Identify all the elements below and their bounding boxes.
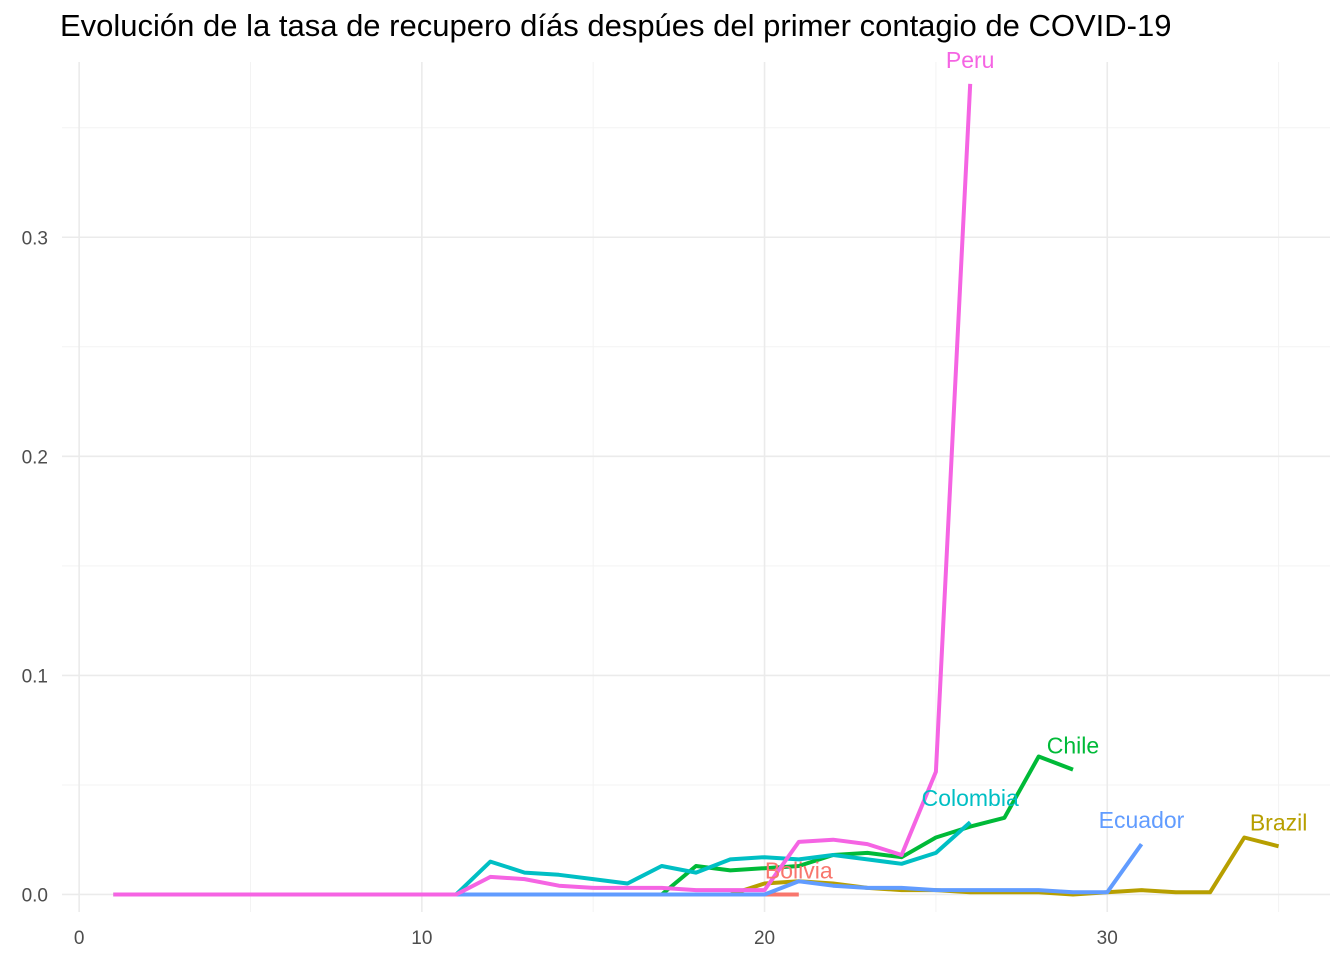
y-tick-label: 0.2	[22, 447, 48, 468]
axis-tick-labels: 0 10 20 30 0.0 0.1 0.2 0.3	[22, 228, 1118, 949]
y-tick-label: 0.1	[22, 666, 48, 687]
chart-title: Evolución de la tasa de recupero díás de…	[60, 8, 1172, 43]
x-tick-label: 30	[1097, 928, 1118, 949]
series-line-peru	[113, 83, 973, 897]
series-line-chile	[660, 754, 1074, 897]
series-label-peru: Peru	[946, 47, 995, 73]
grid	[62, 62, 1330, 912]
x-tick-label: 0	[74, 928, 85, 949]
series-label-ecuador: Ecuador	[1099, 807, 1185, 833]
y-tick-label: 0.0	[22, 885, 48, 906]
series-labels: Bolivia Brazil Chile Colombia Ecuador Peru	[765, 47, 1307, 884]
series-line-colombia	[454, 820, 972, 896]
series-label-chile: Chile	[1047, 733, 1099, 759]
x-tick-label: 20	[754, 928, 775, 949]
series-label-brazil: Brazil	[1250, 809, 1308, 835]
series-lines	[113, 83, 1280, 897]
y-tick-label: 0.3	[22, 228, 48, 249]
x-tick-label: 10	[411, 928, 432, 949]
series-label-colombia: Colombia	[922, 785, 1019, 811]
series-label-bolivia: Bolivia	[765, 857, 833, 883]
